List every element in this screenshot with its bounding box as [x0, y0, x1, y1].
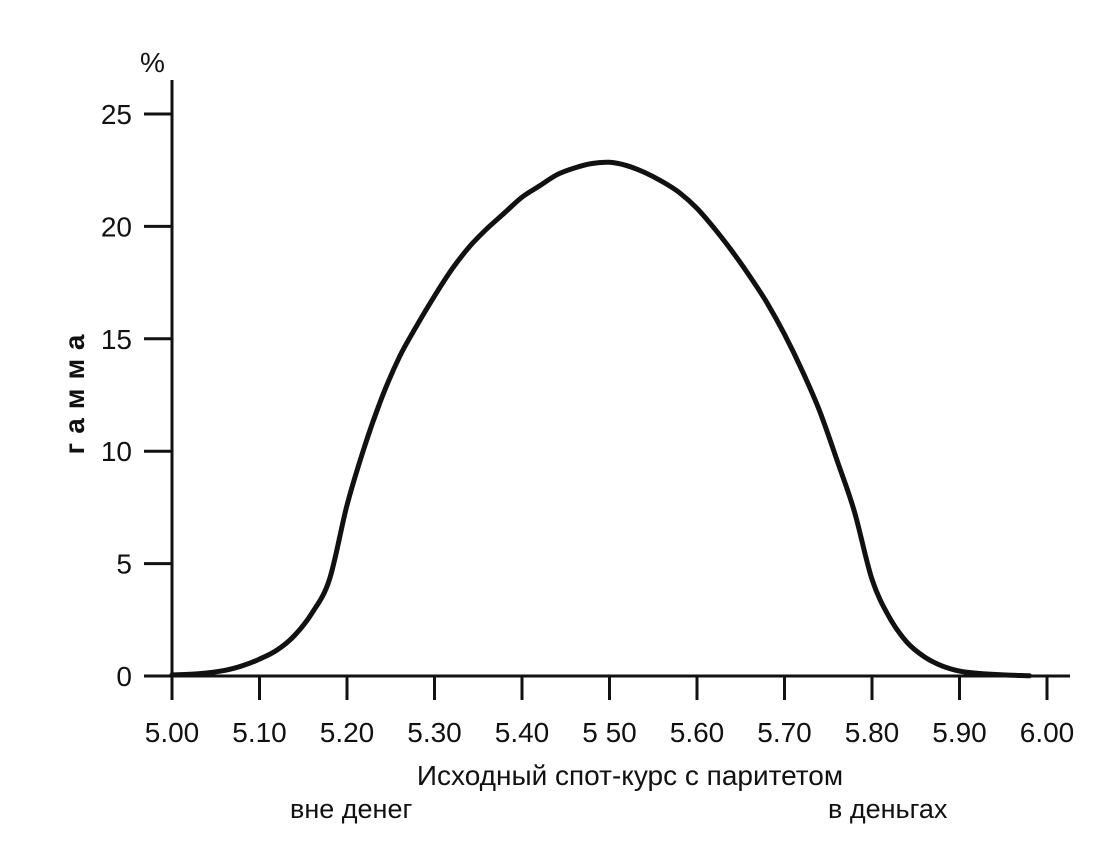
y-tick-label: 15	[101, 324, 132, 355]
x-tick-label: 5.80	[845, 717, 900, 748]
x-tick-label: 5.60	[670, 717, 725, 748]
x-tick-label: 5.00	[145, 717, 200, 748]
y-tick-label: 25	[101, 99, 132, 130]
annotation-out-of-money: вне денег	[290, 794, 412, 824]
x-tick-label: 5.70	[757, 717, 812, 748]
x-tick-label: 5.30	[407, 717, 462, 748]
gamma-curve-line	[169, 159, 1032, 679]
y-tick-label: 5	[116, 549, 132, 580]
x-tick-label: 5.20	[320, 717, 375, 748]
x-ticks: 5.00 5.10 5.20 5.30 5.40 5 50 5.60 5.70 5.80 5.90…	[145, 676, 1075, 748]
y-tick-label: 10	[101, 436, 132, 467]
y-unit-label: %	[140, 47, 165, 78]
y-axis-title: гамма	[59, 326, 90, 455]
axes	[170, 80, 1070, 678]
x-tick-label: 6.00	[1020, 717, 1075, 748]
annotation-in-the-money: в деньгах	[828, 794, 948, 824]
x-tick-label: 5.10	[232, 717, 287, 748]
x-axis-title: Исходный спот-курс с паритетом	[417, 760, 843, 791]
y-ticks: 0 5 10 15 20 25	[101, 99, 172, 692]
y-tick-label: 0	[116, 661, 132, 692]
x-tick-label: 5.90	[932, 717, 987, 748]
x-tick-label: 5 50	[582, 717, 637, 748]
y-tick-label: 20	[101, 211, 132, 242]
series-layer	[169, 159, 1032, 679]
x-tick-label: 5.40	[495, 717, 550, 748]
